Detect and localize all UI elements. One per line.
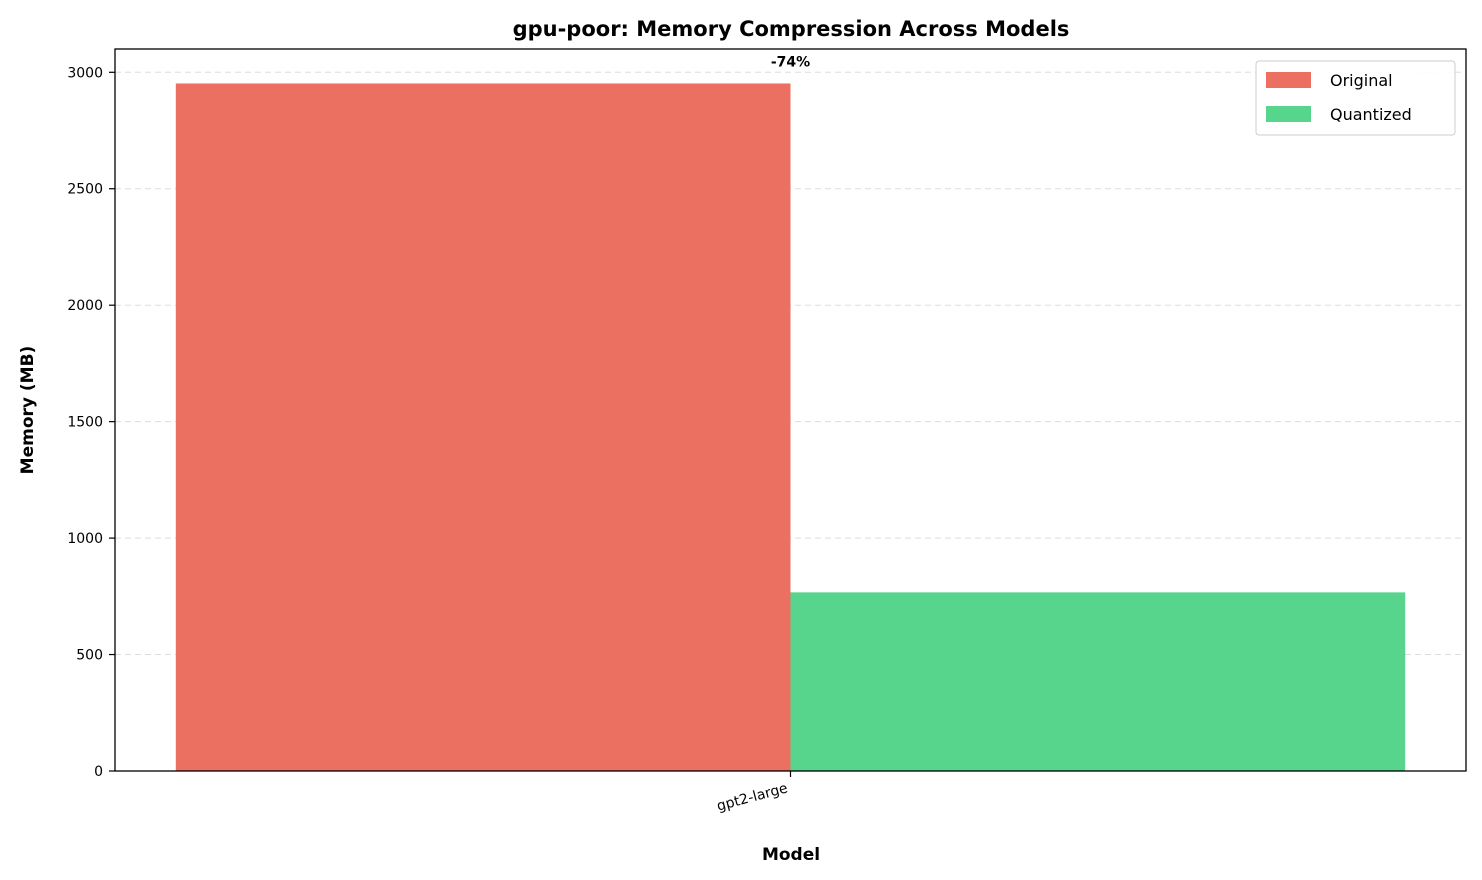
legend: Original Quantized [1255, 60, 1456, 136]
annotations: -74% [771, 54, 810, 70]
bar-original [175, 83, 791, 772]
y-axis-label: Memory (MB) [18, 346, 38, 475]
legend-label-original: Original [1330, 71, 1393, 90]
y-tick-label: 1500 [67, 415, 103, 431]
x-ticks: gpt2-large [715, 771, 792, 815]
y-tick-label: 1000 [67, 531, 103, 547]
y-ticks: 0 500 1000 1500 2000 2500 3000 [67, 65, 115, 780]
y-tick-label: 2500 [67, 182, 103, 198]
bar-quantized [790, 592, 1406, 771]
legend-label-quantized: Quantized [1330, 105, 1412, 124]
legend-swatch-quantized [1266, 106, 1311, 122]
bars [175, 83, 1406, 772]
legend-swatch-original [1266, 72, 1311, 88]
y-tick-label: 500 [76, 648, 103, 664]
reduction-annotation: -74% [771, 54, 810, 70]
x-tick-label: gpt2-large [715, 780, 789, 814]
x-axis-label: Model [762, 845, 820, 865]
y-tick-label: 0 [94, 764, 103, 780]
chart-title: gpu-poor: Memory Compression Across Mode… [513, 17, 1070, 41]
y-tick-label: 2000 [67, 298, 103, 314]
y-tick-label: 3000 [67, 65, 103, 81]
